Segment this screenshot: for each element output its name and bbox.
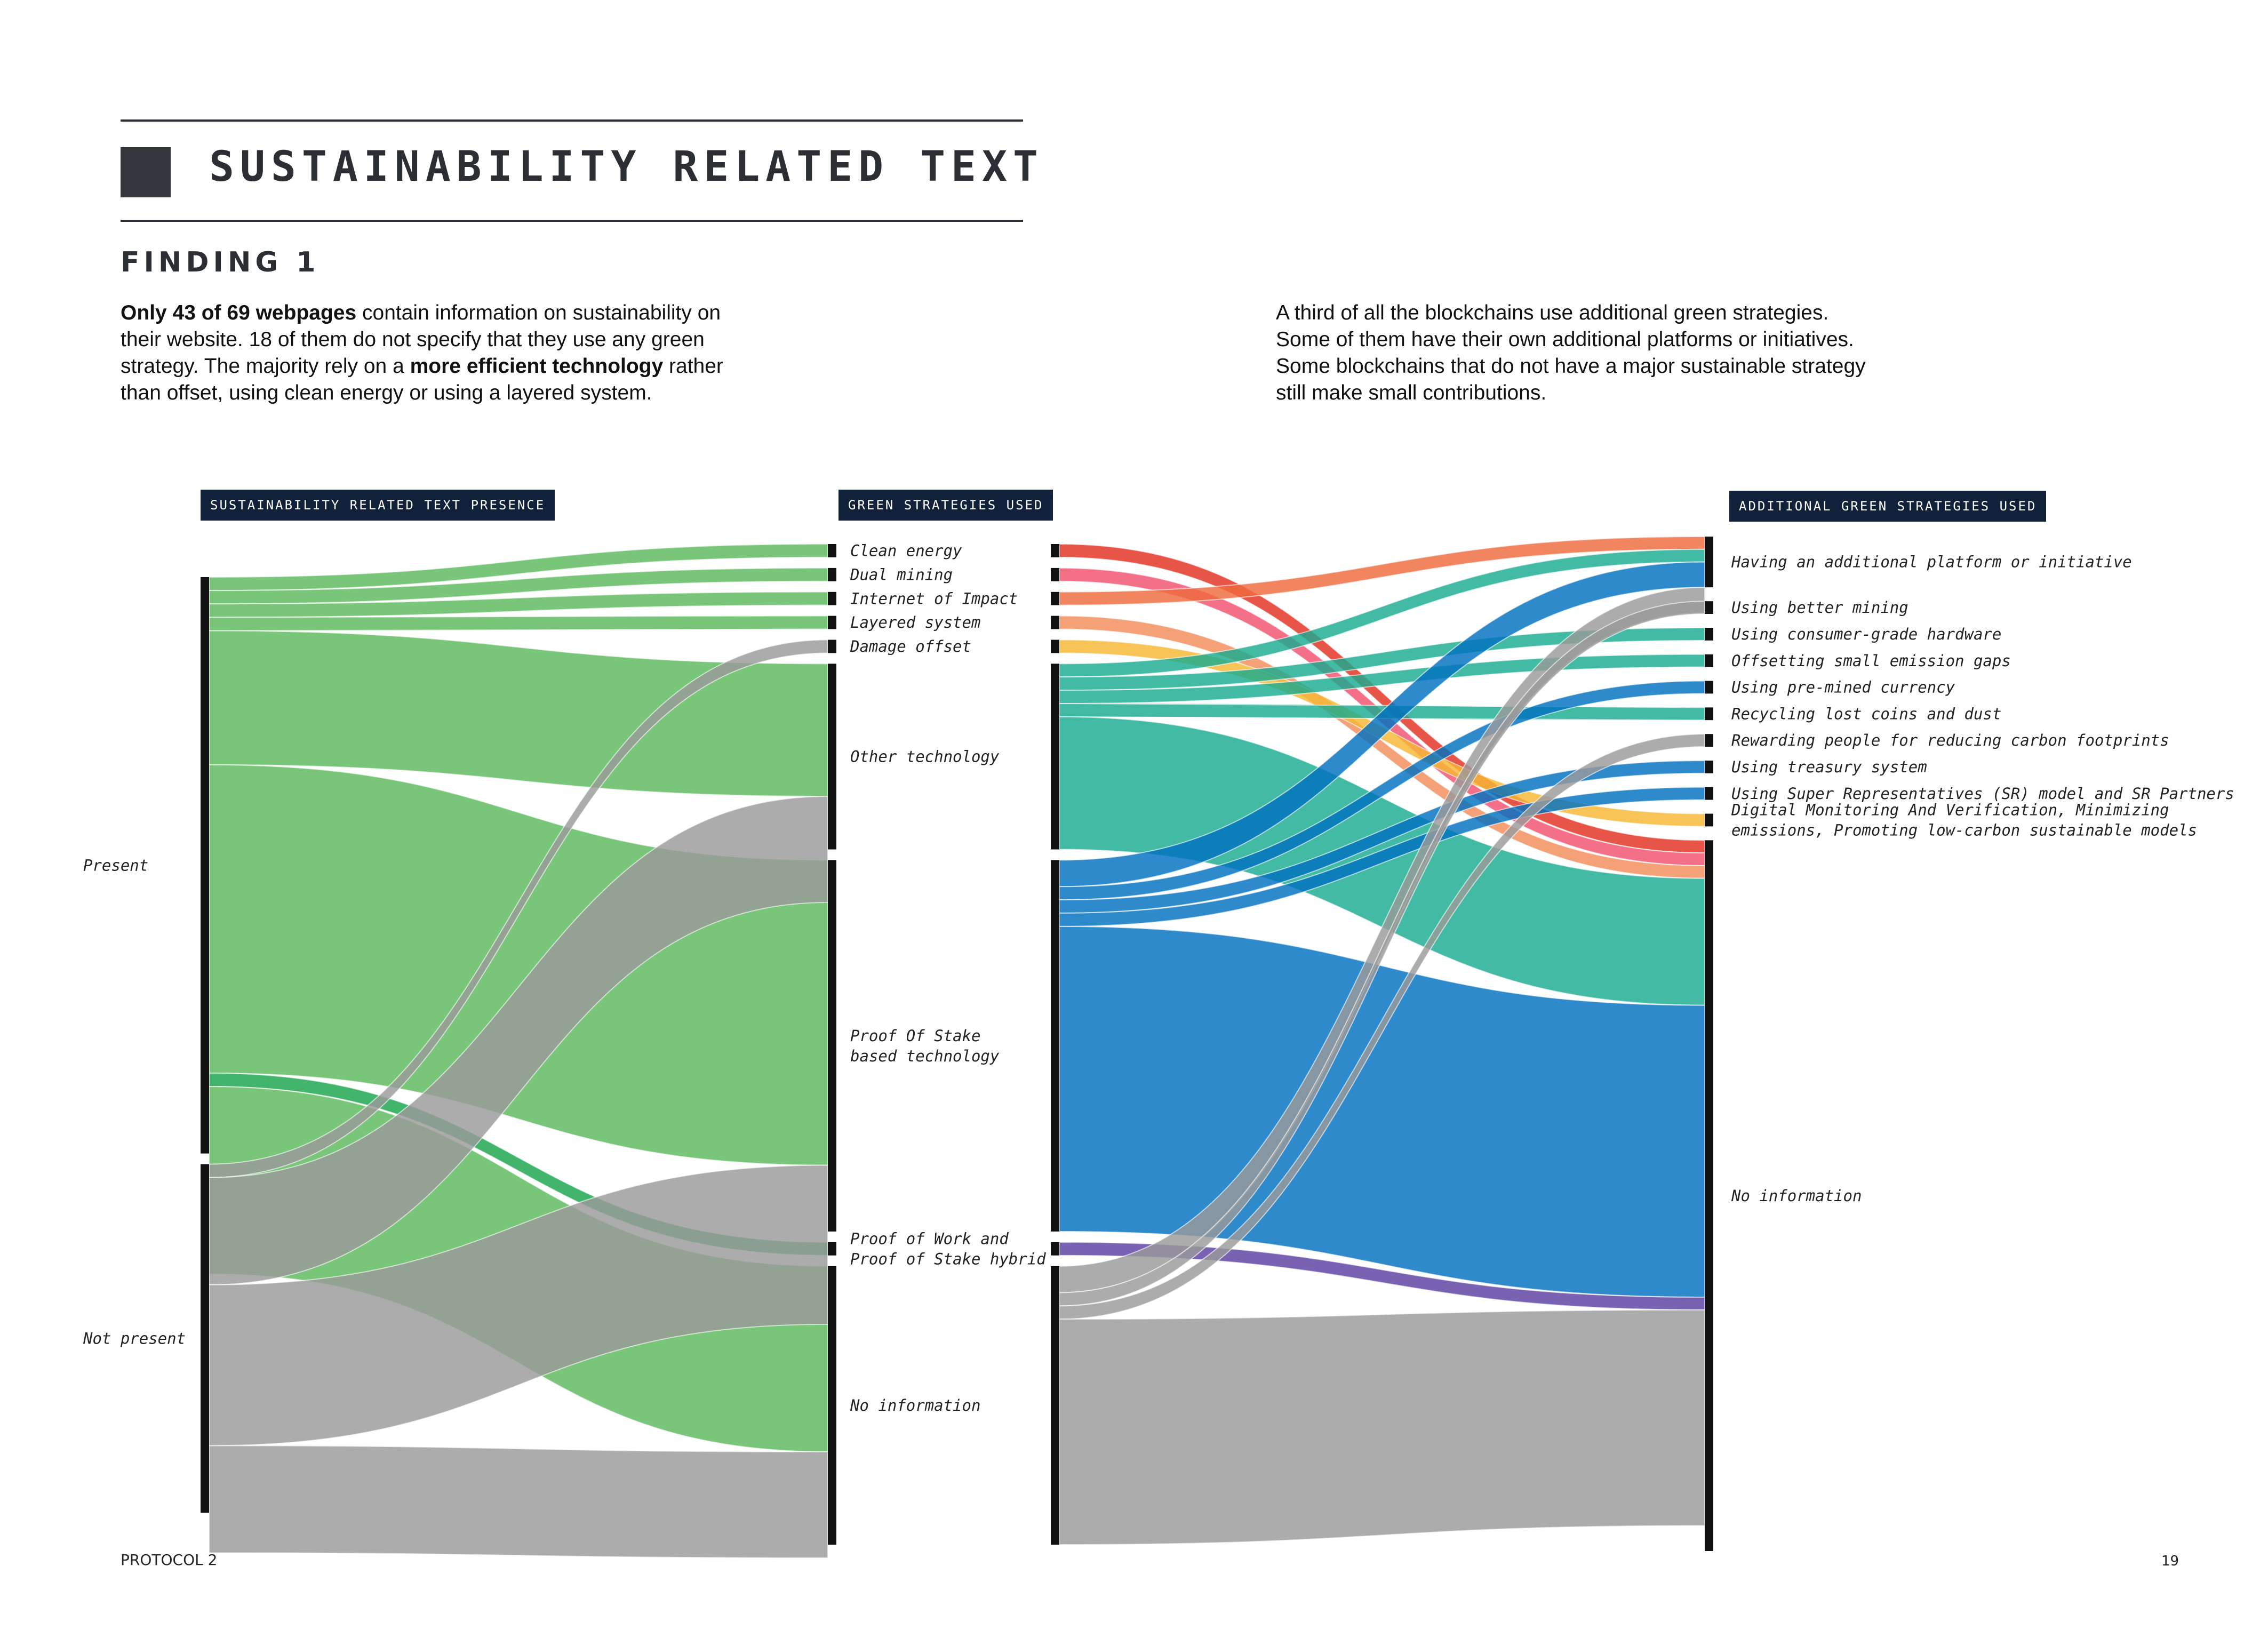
node-label-offset: Damage offset [850,637,971,656]
column-header-green-strategies: GREEN STRATEGIES USED [838,490,1053,521]
node-bar-other [828,664,836,850]
intro-left-line: Only 43 of 69 webpages contain informati… [121,300,723,326]
flow-present-to-clean [209,543,828,592]
node-label-pos: based technology [850,1047,1000,1065]
node-bar-noinfo3 [1705,840,1713,1551]
flow-not_present-to-noinfo2 [209,1445,828,1559]
page-number: 19 [2161,1553,2179,1569]
node-bar-out-hybrid [1051,1242,1059,1256]
node-label-present: Present [83,856,148,874]
node-label-digital: emissions, Promoting low-carbon sustaina… [1731,821,2197,840]
node-bar-consumer [1705,627,1713,641]
node-bar-offset [828,640,836,653]
node-bar-digital [1705,813,1713,827]
node-label-pos: Proof Of Stake [850,1027,980,1045]
column-header-presence: SUSTAINABILITY RELATED TEXT PRESENCE [201,490,555,521]
node-bar-out-noinfo2 [1051,1266,1059,1545]
node-label-noinfo2: No information [850,1396,980,1415]
top-rule [121,119,1023,122]
node-bar-superrep [1705,787,1713,800]
node-bar-dual [828,568,836,581]
intro-left-line: strategy. The majority rely on a more ef… [121,353,723,380]
footer-protocol: PROTOCOL 2 [121,1551,218,1569]
node-label-noinfo3: No information [1731,1187,1862,1205]
column-header-additional-strategies: ADDITIONAL GREEN STRATEGIES USED [1729,491,2047,522]
node-label-ioi: Internet of Impact [850,589,1018,608]
node-bar-gaps [1705,654,1713,667]
node-bar-clean [828,544,836,557]
intro-right-line: still make small contributions. [1276,381,1547,404]
intro-right-line: Some blockchains that do not have a majo… [1276,355,1866,378]
node-bar-ioi [828,592,836,605]
flow-present-to-layered [209,615,828,632]
node-label-platform: Having an additional platform or initiat… [1731,553,2132,571]
node-bar-present [201,577,209,1154]
node-label-gaps: Offsetting small emission gaps [1731,652,2011,670]
node-label-treasury: Using treasury system [1731,758,1927,776]
intro-right-paragraph: A third of all the blockchains use addit… [1276,300,1866,406]
title-square-icon [121,147,171,197]
flow-noinfo2-to-mining [1059,601,1705,1307]
node-bar-out-clean [1051,544,1059,557]
intro-left-paragraph: Only 43 of 69 webpages contain informati… [121,300,723,406]
sankey-links [209,536,1705,1559]
finding-heading: FINDING 1 [121,246,320,278]
node-bar-out-dual [1051,568,1059,581]
node-bar-premined [1705,681,1713,694]
flow-not_present-to-offset [209,639,828,1178]
flow-present-to-ioi [209,591,828,618]
node-bar-rewarding [1705,734,1713,747]
node-label-clean: Clean energy [850,542,962,560]
node-bar-noinfo2 [828,1266,836,1545]
node-bar-platform [1705,537,1713,588]
node-label-consumer: Using consumer-grade hardware [1731,625,2001,643]
intro-text: contain information on sustainability on [356,301,721,324]
node-bar-out-offset [1051,640,1059,653]
node-label-layered: Layered system [850,613,980,632]
node-label-rewarding: Rewarding people for reducing carbon foo… [1731,731,2169,749]
node-label-recycling: Recycling lost coins and dust [1731,705,2001,723]
node-label-hybrid: Proof of Stake hybrid [850,1250,1046,1268]
intro-emphasis: Only 43 of 69 webpages [121,301,357,324]
node-label-digital: Digital Monitoring And Verification, Min… [1731,801,2169,819]
intro-text: their website. 18 of them do not specify… [121,328,705,351]
intro-emphasis: more efficient technology [410,355,664,378]
flow-pos-to-superrep [1059,786,1705,927]
node-bar-hybrid [828,1242,836,1256]
node-bar-out-pos [1051,860,1059,1232]
node-label-premined: Using pre-mined currency [1731,678,1955,697]
node-bar-out-other [1051,664,1059,850]
intro-text: strategy. The majority rely on a [121,355,410,378]
flow-pos-to-treasury [1059,760,1705,914]
node-bar-recycling [1705,707,1713,721]
node-label-dual: Dual mining [850,565,953,584]
sankey-nodes: Present Not present Clean energy Dual minin… [83,537,2234,1551]
node-bar-not_present [201,1164,209,1513]
intro-text: than offset, using clean energy or using… [121,381,652,404]
intro-left-line: than offset, using clean energy or using… [121,380,723,406]
node-label-mining: Using better mining [1731,598,1908,617]
node-bar-mining [1705,601,1713,614]
node-bar-pos [828,860,836,1232]
flow-noinfo2-to-noinfo3 [1059,1309,1705,1546]
node-label-superrep: Using Super Representatives (SR) model a… [1731,785,2234,803]
page-title: SUSTAINABILITY RELATED TEXT [209,143,1044,191]
node-label-hybrid: Proof of Work and [850,1229,1009,1248]
node-bar-layered [828,616,836,629]
flow-present-to-dual [209,567,828,605]
title-bottom-rule [121,220,1023,222]
node-label-other: Other technology [850,748,1000,766]
intro-left-line: their website. 18 of them do not specify… [121,326,723,353]
node-bar-out-layered [1051,616,1059,629]
node-bar-out-ioi [1051,592,1059,605]
flow-pos-to-premined [1059,680,1705,901]
node-bar-treasury [1705,760,1713,773]
node-label-not_present: Not present [83,1329,186,1347]
intro-text: rather [663,355,723,378]
intro-right-line: A third of all the blockchains use addit… [1276,301,1829,324]
intro-right-line: Some of them have their own additional p… [1276,328,1854,351]
